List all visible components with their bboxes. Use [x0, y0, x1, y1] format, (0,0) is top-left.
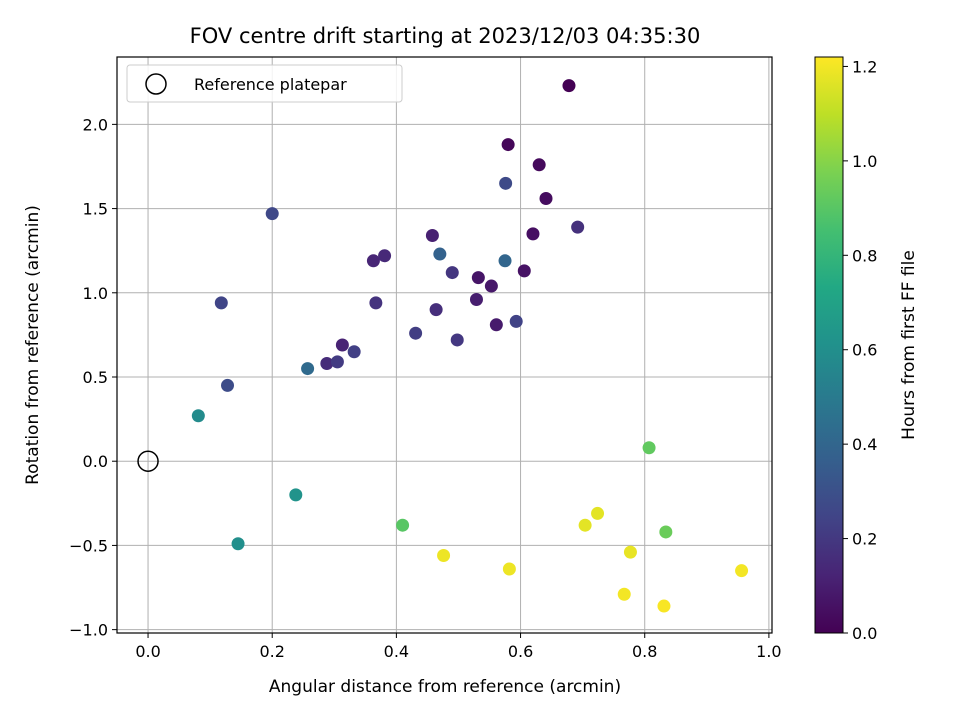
data-point: [378, 249, 392, 263]
x-tick-label: 0.8: [632, 642, 657, 661]
y-tick-label: 1.5: [83, 200, 108, 219]
data-point: [366, 254, 380, 268]
data-point: [657, 599, 671, 613]
data-point: [571, 220, 585, 234]
y-axis-ticks: −1.0 −0.5 0.0 0.5 1.0 1.5 2.0: [69, 115, 117, 640]
colorbar-tick-label: 0.6: [852, 341, 877, 360]
x-tick-label: 0.4: [384, 642, 409, 661]
colorbar-tick-label: 0.8: [852, 246, 877, 265]
legend-marker-reference: [145, 73, 167, 95]
data-point: [562, 79, 576, 93]
data-point: [484, 279, 498, 293]
data-point: [501, 138, 515, 152]
colorbar-label: Hours from first FF file: [899, 250, 919, 440]
grid-lines: [117, 57, 772, 633]
data-point: [623, 545, 637, 559]
colorbar-tick-label: 0.0: [852, 624, 877, 643]
data-point: [231, 537, 245, 551]
data-point: [409, 326, 423, 340]
data-point: [445, 266, 459, 280]
data-point: [617, 587, 631, 601]
data-point: [335, 338, 349, 352]
x-tick-label: 0.2: [259, 642, 284, 661]
data-point: [509, 314, 523, 328]
data-point: [578, 518, 592, 532]
plot-frame: [116, 56, 773, 634]
x-tick-label: 1.0: [756, 642, 781, 661]
y-tick-label: 1.0: [83, 284, 108, 303]
colorbar-tick-label: 1.2: [852, 57, 877, 76]
data-point: [221, 378, 235, 392]
data-point: [301, 362, 315, 376]
colorbar-ticks: 0.0 0.2 0.4 0.6 0.8 1.0 1.2: [843, 57, 877, 643]
colorbar-gradient: [814, 56, 844, 634]
data-point: [489, 318, 503, 332]
data-point: [429, 303, 443, 317]
data-point: [498, 254, 512, 268]
data-points: [137, 79, 749, 613]
data-point: [214, 296, 228, 310]
data-point: [539, 191, 553, 205]
y-tick-label: 0.0: [83, 452, 108, 471]
legend-label-reference: Reference platepar: [194, 75, 347, 94]
data-point: [330, 355, 344, 369]
data-point: [396, 518, 410, 532]
x-axis-ticks: 0.0 0.2 0.4 0.6 0.8 1.0: [135, 633, 782, 661]
colorbar-tick-label: 0.4: [852, 435, 877, 454]
y-tick-label: −0.5: [69, 536, 108, 555]
data-point: [499, 176, 513, 190]
data-point: [289, 488, 303, 502]
y-tick-label: −1.0: [69, 621, 108, 640]
colorbar-tick-label: 0.2: [852, 530, 877, 549]
y-tick-label: 2.0: [83, 115, 108, 134]
colorbar-tick-label: 1.0: [852, 152, 877, 171]
data-point: [502, 562, 516, 576]
data-point: [735, 564, 749, 578]
reference-platepar-marker: [137, 450, 159, 472]
data-point: [437, 549, 451, 563]
y-axis-label: Rotation from reference (arcmin): [23, 205, 43, 485]
data-point: [191, 409, 205, 423]
data-point: [369, 296, 383, 310]
data-point: [526, 227, 540, 241]
data-point: [591, 506, 605, 520]
data-point: [517, 264, 531, 278]
legend: Reference platepar: [126, 64, 403, 103]
data-point: [532, 158, 546, 172]
legend-box: [126, 64, 403, 103]
y-tick-label: 0.5: [83, 368, 108, 387]
x-axis-label: Angular distance from reference (arcmin): [269, 677, 621, 697]
data-point: [469, 293, 483, 307]
data-point: [433, 247, 447, 261]
chart-title: FOV centre drift starting at 2023/12/03 …: [190, 24, 701, 48]
x-tick-label: 0.0: [135, 642, 160, 661]
colorbar: 0.0 0.2 0.4 0.6 0.8 1.0 1.2 Hours from first F…: [814, 56, 919, 643]
data-point: [642, 441, 656, 455]
data-point: [265, 207, 279, 221]
x-tick-label: 0.6: [508, 642, 533, 661]
data-point: [320, 357, 334, 371]
data-point: [471, 271, 485, 285]
data-point: [425, 229, 439, 243]
data-point: [659, 525, 673, 539]
data-point: [450, 333, 464, 347]
data-point: [347, 345, 361, 359]
